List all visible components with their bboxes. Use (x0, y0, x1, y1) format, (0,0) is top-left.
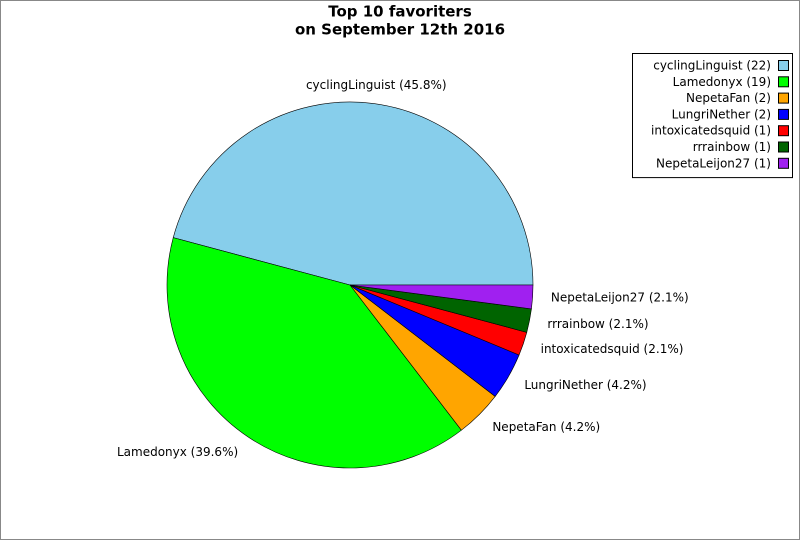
legend-label: LungriNether (2) (672, 107, 771, 121)
legend-swatch (778, 157, 789, 169)
legend-label: cyclingLinguist (22) (653, 59, 771, 73)
slice-label: LungriNether (4.2%) (524, 378, 646, 392)
chart-title: Top 10 favoriters (328, 3, 472, 21)
legend-label: NepetaFan (2) (686, 91, 771, 105)
legend-label: NepetaLeijon27 (1) (656, 156, 771, 170)
slice-label: intoxicatedsquid (2.1%) (541, 342, 684, 356)
slice-label: rrrainbow (2.1%) (547, 317, 648, 331)
slice-label: cyclingLinguist (45.8%) (306, 78, 447, 92)
legend-swatch (778, 92, 789, 104)
pie-slice (172, 101, 534, 286)
legend-swatch (778, 76, 789, 88)
legend-label: intoxicatedsquid (1) (651, 124, 771, 138)
chart-subtitle: on September 12th 2016 (295, 21, 505, 39)
legend-swatch (778, 108, 789, 120)
slice-label: NepetaFan (4.2%) (492, 420, 600, 434)
pie-slice (349, 284, 534, 310)
legend-label: rrrainbow (1) (693, 140, 771, 154)
legend-box (632, 53, 793, 179)
legend-label: Lamedonyx (19) (673, 75, 771, 89)
legend-swatch (778, 141, 789, 153)
slice-label: Lamedonyx (39.6%) (117, 445, 238, 459)
slice-label: NepetaLeijon27 (2.1%) (551, 291, 689, 305)
legend-swatch (778, 60, 789, 71)
legend-swatch (778, 125, 789, 137)
pie-slice (166, 237, 462, 469)
